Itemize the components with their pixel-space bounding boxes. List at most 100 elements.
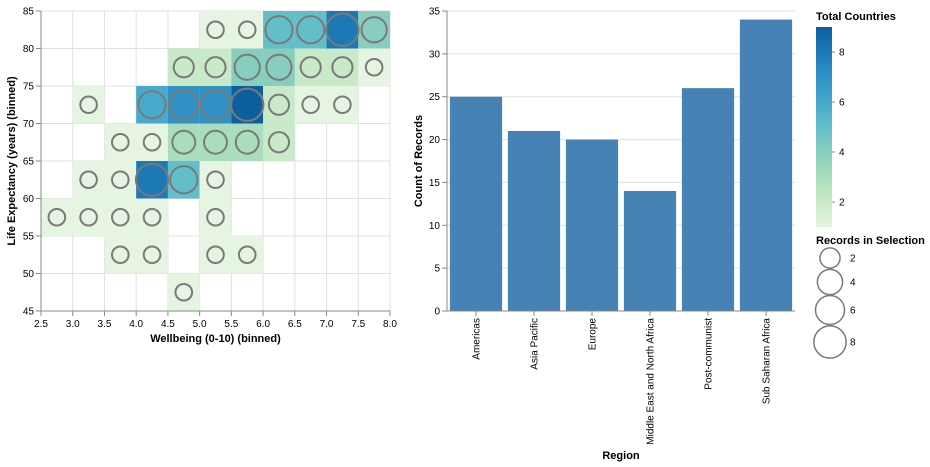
heatmap-cell [104,236,137,274]
y-tick-label: 25 [429,92,441,103]
x-tick-label: 6.5 [288,319,302,330]
x-tick-label: 2.5 [34,319,48,330]
x-tick-label: Europe [588,318,599,351]
selection-circle [142,132,162,152]
x-tick-label: Post-communist [704,318,715,390]
size-legend-circle [816,268,844,296]
heatmap-cell [294,86,327,124]
selection-circle [234,129,260,155]
y-tick-label: 45 [23,307,35,318]
heatmap-cell [104,161,137,199]
heatmap-cell [136,198,168,236]
bar [623,191,677,311]
selection-circle [299,56,322,79]
heatmap-cell [167,273,200,311]
size-legend-circle [819,247,841,269]
heatmap-cell [294,11,327,49]
bar [507,131,561,311]
heatmap-cell [136,236,168,274]
heatmap-cell [199,236,232,274]
x-tick-label: 4.5 [161,319,175,330]
heatmap-cell [326,48,359,86]
selection-circle [296,15,326,45]
x-tick-label: Asia Pacific [530,318,541,370]
heatmap-chart: 2.5 3.0 3.5 4.0 4.5 5.0 5.5 6.0 6.5 7.0 7.5 8.0 45 50… [6,7,397,346]
heatmap-cell [199,161,232,199]
x-tick-label: 3.5 [98,319,112,330]
heatmap-cell [263,86,295,124]
selection-circle [203,129,228,155]
chart-legend: Total Countries Records in Selection 8 6 4… [813,11,925,359]
heatmap-cell [231,11,264,49]
selection-circle [333,95,352,115]
color-legend-gradient [816,27,832,227]
size-legend-label: 4 [850,278,856,289]
selection-circle [199,89,232,121]
size-legend-label: 6 [850,306,856,317]
selection-circle [301,95,320,115]
x-axis-title: Region [602,450,640,462]
selection-circle [267,131,291,154]
x-tick-label: 7.5 [351,319,365,330]
heatmap-cell [231,86,264,124]
heatmap-cell [167,86,200,124]
y-tick-label: 85 [23,7,35,18]
selection-circle [111,245,130,265]
color-legend-title: Total Countries [816,11,896,23]
bar [565,139,619,311]
selection-circle [331,56,354,79]
selection-circle [172,56,195,79]
bar-chart: 0 5 10 15 20 25 30 35 Americas Asia Pacific Europe… [413,7,795,462]
selection-circle [169,165,199,195]
y-tick-label: 75 [23,82,35,93]
selection-circle [204,56,227,79]
x-tick-label: Sub Saharan Africa [762,318,773,405]
heatmap-cell [136,123,168,161]
selection-circle [111,132,130,152]
heatmap-cell [199,11,232,49]
selection-circle [264,15,294,45]
heatmap-cell [167,161,200,199]
y-tick-label: 30 [429,49,441,60]
selection-circle [206,245,225,265]
y-tick-label: 65 [23,157,35,168]
heatmap-cell [104,123,137,161]
selection-circle [137,90,167,120]
heatmap-cell [104,198,137,236]
selection-circle [325,12,360,47]
y-tick-label: 0 [434,307,440,318]
y-tick-label: 70 [23,119,35,130]
heatmap-cell [199,86,232,124]
selection-circle [233,53,261,81]
x-tick-label: 4.0 [129,319,143,330]
selection-circle [364,57,384,77]
selection-circle [134,162,170,197]
bar [449,96,503,311]
heatmap-cell [72,86,105,124]
x-tick-label: 6.0 [256,319,270,330]
selection-circle [168,89,200,121]
selection-circle [79,95,98,115]
selection-circle [206,207,225,227]
selection-circle [230,87,265,122]
y-tick-label: 20 [429,135,441,146]
heatmap-cell [358,48,390,86]
heatmap-cell [326,86,359,124]
selection-circle [265,53,293,81]
selection-circle [142,207,162,227]
y-tick-label: 5 [434,264,440,275]
selection-circle [267,93,291,116]
color-legend-label: 2 [839,198,845,209]
bar [739,19,793,311]
y-tick-label: 55 [23,232,35,243]
x-tick-label: Middle East and North Africa [646,318,657,445]
y-tick-label: 60 [23,194,35,205]
y-tick-label: 50 [23,269,35,280]
heatmap-cell [263,123,295,161]
heatmap-cell [231,236,264,274]
heatmap-cell [41,198,73,236]
color-legend-label: 4 [839,148,845,159]
heatmap-cell [136,86,168,124]
selection-circle [142,245,162,265]
